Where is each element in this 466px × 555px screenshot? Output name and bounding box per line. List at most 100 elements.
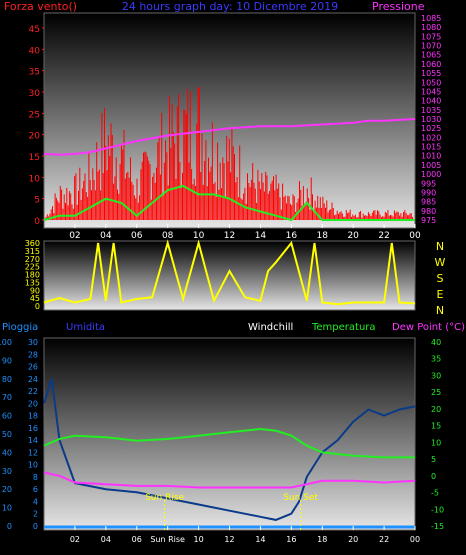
humidity-tick-label: 60 <box>2 412 12 421</box>
pressure-tick-label: 1045 <box>421 87 441 96</box>
compass-label: N <box>436 240 444 253</box>
wind-tick-label: 30 <box>29 89 41 99</box>
rain-axis-title: Pioggia <box>2 322 38 333</box>
rain-tick-label: 24 <box>28 375 38 384</box>
pressure-tick-label: 995 <box>421 179 436 188</box>
direction-tick-label: 360 <box>25 239 40 248</box>
pressure-tick-label: 1035 <box>421 106 441 115</box>
x-tick-label: 20 <box>348 535 358 544</box>
x-tick-label: 04 <box>100 231 112 241</box>
rain-tick-label: 8 <box>33 473 38 482</box>
pressure-tick-label: 1065 <box>421 51 441 60</box>
direction-tick-label: 225 <box>25 263 40 272</box>
dewpoint-axis-title: Dew Point (°C) <box>392 322 465 333</box>
direction-tick-label: 180 <box>25 271 40 280</box>
x-tick-label: 22 <box>379 535 389 544</box>
humidity-tick-label: 70 <box>2 393 12 402</box>
pressure-tick-label: 1085 <box>421 14 441 23</box>
rain-tick-label: 26 <box>28 363 38 372</box>
temperature-tick-label: -5 <box>431 489 439 498</box>
x-tick-label: 10 <box>193 535 203 544</box>
x-tick-label: 22 <box>378 231 389 241</box>
pressure-tick-label: 1070 <box>421 42 441 51</box>
x-tick-label: 06 <box>132 535 142 544</box>
temperature-tick-label: 30 <box>431 371 441 380</box>
humidity-tick-label: 40 <box>2 448 12 457</box>
temperature-tick-label: -15 <box>431 522 444 531</box>
pressure-tick-label: 1060 <box>421 60 441 69</box>
rain-tick-label: 14 <box>28 436 38 445</box>
wind-tick-label: 40 <box>29 46 41 56</box>
pressure-tick-label: 985 <box>421 198 436 207</box>
humidity-tick-label: 20 <box>2 485 12 494</box>
x-tick-label: 02 <box>69 231 80 241</box>
x-tick-label: 18 <box>317 535 327 544</box>
pressure-tick-label: 1030 <box>421 115 441 124</box>
rain-tick-label: 18 <box>28 412 38 421</box>
sun-marker-label: Sun Rise <box>145 493 184 503</box>
rain-tick-label: 4 <box>33 497 38 506</box>
x-tick-label: 12 <box>224 535 234 544</box>
direction-tick-label: 270 <box>25 255 40 264</box>
x-tick-label: 16 <box>286 231 298 241</box>
pressure-tick-label: 1020 <box>421 133 441 142</box>
panel2-frame <box>43 240 416 311</box>
direction-tick-label: 0 <box>35 302 40 311</box>
compass-label: W <box>435 256 446 269</box>
temperature-tick-label: 15 <box>431 422 441 431</box>
sun-marker-label: Sun Set <box>283 493 318 503</box>
pressure-tick-label: 1025 <box>421 124 441 133</box>
pressure-line <box>43 118 416 156</box>
pressure-tick-label: 1050 <box>421 78 441 87</box>
humidity-tick-label: 100 <box>0 338 12 347</box>
temperature-line <box>43 427 415 459</box>
pressure-tick-label: 1005 <box>421 161 441 170</box>
temperature-tick-label: 5 <box>431 455 436 464</box>
wind-tick-label: 5 <box>34 196 40 206</box>
x-tick-label: 14 <box>255 535 265 544</box>
x-tick-label: 12 <box>224 231 235 241</box>
x-tick-label: 08 <box>162 231 174 241</box>
panel1-title: 24 hours graph day: 10 Dicembre 2019 <box>122 0 338 13</box>
pressure-tick-label: 990 <box>421 188 436 197</box>
pressure-axis-title: Pressione <box>372 0 425 13</box>
pressure-tick-label: 1040 <box>421 97 441 106</box>
pressure-tick-label: 1015 <box>421 143 441 152</box>
humidity-line <box>43 378 416 521</box>
x-tick-label: 16 <box>286 535 296 544</box>
rain-tick-label: 6 <box>33 485 38 494</box>
x-tick-label: 02 <box>70 535 80 544</box>
temperature-tick-label: 0 <box>431 472 436 481</box>
rain-tick-label: 28 <box>28 350 38 359</box>
pressure-tick-label: 1010 <box>421 152 441 161</box>
humidity-tick-label: 80 <box>2 375 12 384</box>
temperature-tick-label: 40 <box>431 338 441 347</box>
average-wind-line <box>43 184 415 222</box>
rain-tick-label: 0 <box>33 522 38 531</box>
direction-tick-label: 90 <box>30 286 40 295</box>
wind-tick-label: 45 <box>29 25 40 35</box>
compass-label: E <box>437 288 444 301</box>
wind-axis-title: Forza vento() <box>4 0 77 13</box>
compass-label: N <box>436 304 444 317</box>
pressure-tick-label: 1000 <box>421 170 441 179</box>
wind-tick-label: 20 <box>29 132 41 142</box>
temperature-tick-label: 25 <box>431 388 441 397</box>
panel3-background <box>44 338 415 530</box>
rain-tick-label: 30 <box>28 338 38 347</box>
rain-tick-label: 10 <box>28 461 38 470</box>
humidity-tick-label: 50 <box>2 430 12 439</box>
rain-tick-label: 22 <box>28 387 38 396</box>
pressure-tick-label: 1055 <box>421 69 441 78</box>
pressure-tick-label: 1075 <box>421 32 441 41</box>
windchill-label: Windchill <box>248 322 293 333</box>
x-tick-label: Sun Rise <box>150 535 185 544</box>
x-tick-label: 04 <box>101 535 111 544</box>
wind-tick-label: 25 <box>29 110 40 120</box>
rain-tick-label: 12 <box>28 448 38 457</box>
temperature-axis-title: Temperatura <box>311 322 376 333</box>
x-tick-label: 06 <box>131 231 143 241</box>
compass-label: S <box>437 272 444 285</box>
direction-tick-label: 45 <box>30 294 40 303</box>
